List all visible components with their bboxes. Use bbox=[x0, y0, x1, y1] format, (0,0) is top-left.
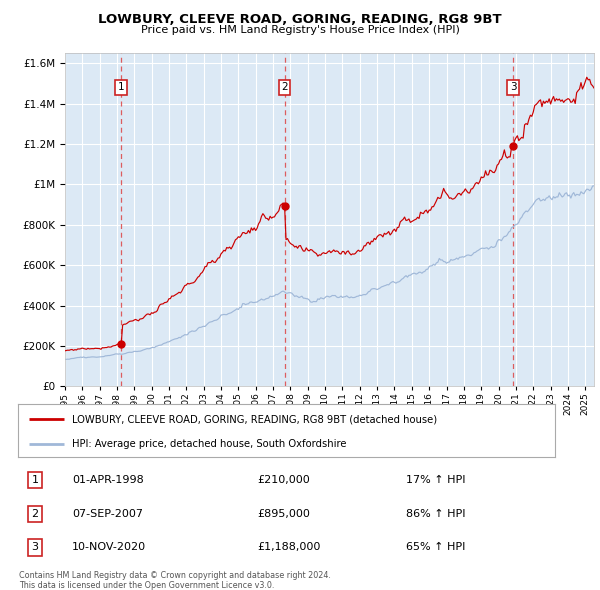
Text: This data is licensed under the Open Government Licence v3.0.: This data is licensed under the Open Gov… bbox=[19, 581, 275, 589]
Text: 65% ↑ HPI: 65% ↑ HPI bbox=[406, 542, 465, 552]
Text: 1: 1 bbox=[32, 476, 38, 486]
Text: £210,000: £210,000 bbox=[257, 476, 310, 486]
Text: £895,000: £895,000 bbox=[257, 509, 310, 519]
Text: £1,188,000: £1,188,000 bbox=[257, 542, 321, 552]
Text: 3: 3 bbox=[32, 542, 38, 552]
Text: LOWBURY, CLEEVE ROAD, GORING, READING, RG8 9BT (detached house): LOWBURY, CLEEVE ROAD, GORING, READING, R… bbox=[72, 414, 437, 424]
Text: 10-NOV-2020: 10-NOV-2020 bbox=[72, 542, 146, 552]
Text: 3: 3 bbox=[510, 83, 517, 93]
Text: LOWBURY, CLEEVE ROAD, GORING, READING, RG8 9BT: LOWBURY, CLEEVE ROAD, GORING, READING, R… bbox=[98, 13, 502, 26]
Text: 01-APR-1998: 01-APR-1998 bbox=[72, 476, 144, 486]
Text: Price paid vs. HM Land Registry's House Price Index (HPI): Price paid vs. HM Land Registry's House … bbox=[140, 25, 460, 35]
Text: HPI: Average price, detached house, South Oxfordshire: HPI: Average price, detached house, Sout… bbox=[72, 439, 346, 449]
Text: Contains HM Land Registry data © Crown copyright and database right 2024.: Contains HM Land Registry data © Crown c… bbox=[19, 571, 331, 580]
Text: 86% ↑ HPI: 86% ↑ HPI bbox=[406, 509, 465, 519]
Text: 2: 2 bbox=[32, 509, 38, 519]
Text: 07-SEP-2007: 07-SEP-2007 bbox=[72, 509, 143, 519]
Text: 17% ↑ HPI: 17% ↑ HPI bbox=[406, 476, 465, 486]
Text: 1: 1 bbox=[118, 83, 125, 93]
Text: 2: 2 bbox=[281, 83, 288, 93]
